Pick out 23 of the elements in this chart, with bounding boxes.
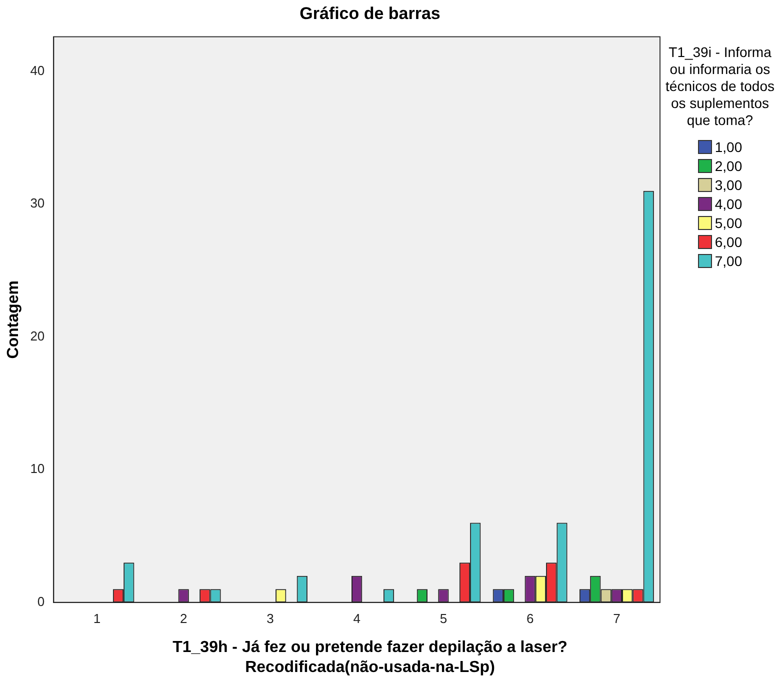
x-tick-label: 2: [180, 610, 188, 626]
x-tick-label: 6: [526, 610, 534, 626]
x-tick-label: 7: [613, 610, 620, 626]
legend-label: 2,00: [714, 158, 742, 174]
x-axis-title: T1_39h - Já fez ou pretende fazer depilação a laser?Recodificada(não-usada-na-LSp): [172, 638, 568, 678]
y-tick-label: 30: [30, 196, 45, 211]
legend-label: 1,00: [714, 138, 742, 154]
x-tick-label: 4: [353, 610, 360, 626]
y-tick-label: 40: [30, 62, 45, 78]
y-tick-label: 10: [30, 461, 45, 476]
x-tick-label: 3: [266, 610, 274, 626]
y-tick-label: 20: [30, 328, 45, 344]
y-axis-title: Contagem: [5, 280, 22, 359]
legend-title: T1_39i - Informa ou informaria os técnicos de todos os suplementos que toma?: [664, 44, 776, 129]
legend-label: 4,00: [714, 196, 742, 212]
legend-label: 7,00: [714, 252, 742, 268]
chart-title: Gráfico de barras: [298, 4, 442, 24]
x-tick-label: 1: [93, 610, 101, 626]
legend-label: 6,00: [714, 234, 742, 250]
x-tick-label: 5: [440, 610, 448, 626]
y-tick-label: 0: [37, 594, 45, 609]
legend-label: 5,00: [714, 214, 742, 230]
legend-label: 3,00: [714, 176, 742, 192]
